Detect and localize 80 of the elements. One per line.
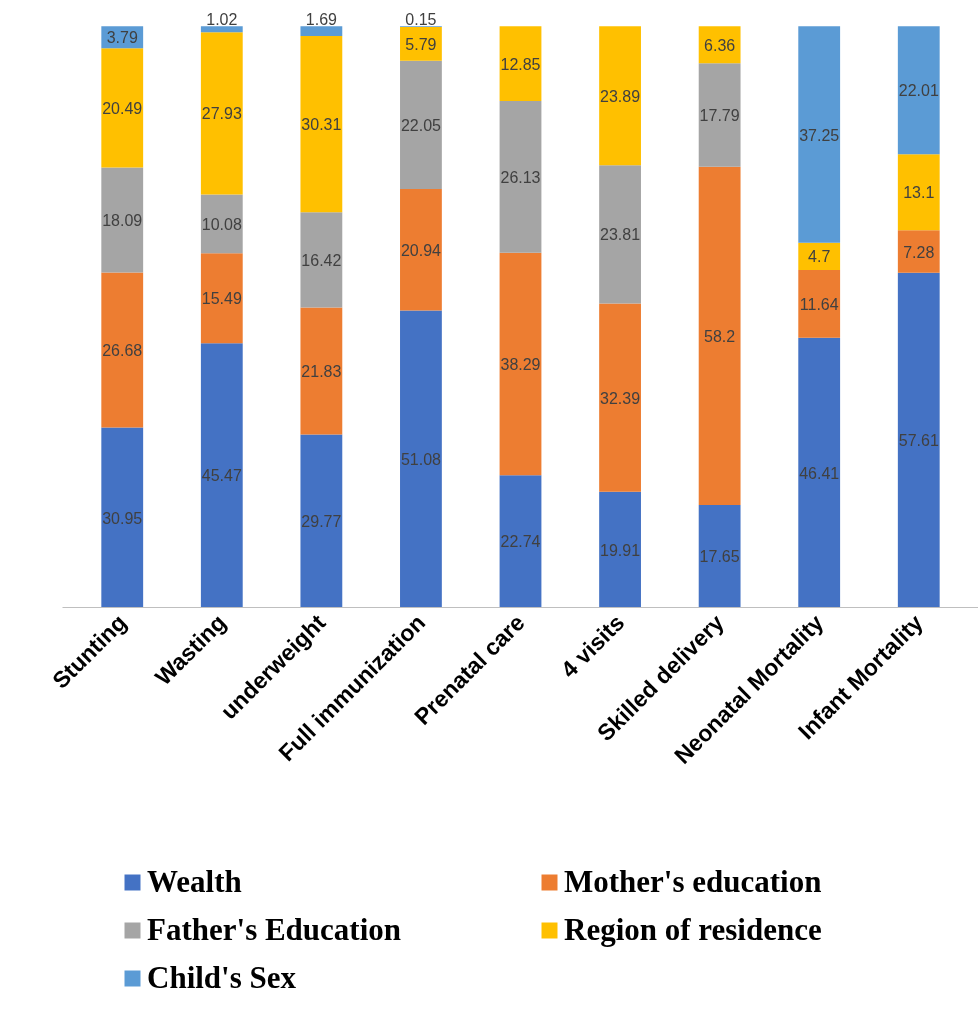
bar bbox=[798, 270, 841, 338]
data-label: 11.64 bbox=[799, 295, 839, 313]
legend-label: Father's Education bbox=[147, 912, 403, 948]
bar bbox=[400, 188, 442, 311]
bar bbox=[400, 310, 442, 608]
bar bbox=[798, 337, 841, 608]
data-label: 22.74 bbox=[500, 533, 541, 551]
data-label: 38.29 bbox=[500, 356, 541, 374]
data-label: 30.31 bbox=[301, 116, 342, 134]
data-label: 37.25 bbox=[799, 126, 840, 144]
data-label: 22.05 bbox=[400, 116, 442, 134]
legend-label: Region of residence bbox=[564, 912, 823, 948]
data-label: 23.89 bbox=[600, 87, 641, 105]
bar bbox=[798, 26, 841, 243]
data-label: 1.69 bbox=[305, 11, 338, 29]
bar bbox=[200, 253, 243, 344]
data-label: 22.01 bbox=[898, 82, 939, 100]
bar bbox=[300, 36, 343, 213]
legend-label: Mother's education bbox=[564, 864, 823, 900]
data-label: 10.08 bbox=[201, 215, 242, 233]
bar bbox=[698, 504, 741, 608]
bar bbox=[101, 272, 144, 428]
data-label: 12.85 bbox=[500, 55, 541, 73]
data-label: 30.95 bbox=[102, 509, 143, 527]
bar bbox=[101, 167, 144, 273]
data-label: 5.79 bbox=[405, 35, 437, 53]
bar bbox=[499, 100, 542, 253]
data-label: 21.83 bbox=[301, 363, 342, 381]
bar bbox=[599, 491, 641, 608]
bar bbox=[300, 212, 343, 308]
bar bbox=[499, 475, 542, 608]
data-label: 7.28 bbox=[903, 243, 935, 261]
bar bbox=[101, 427, 144, 608]
data-label: 29.77 bbox=[301, 512, 342, 530]
data-label: 1.02 bbox=[206, 11, 238, 29]
bar bbox=[300, 434, 343, 608]
data-label: 45.47 bbox=[201, 467, 242, 485]
data-label: 32.39 bbox=[600, 389, 641, 407]
data-label: 51.08 bbox=[400, 451, 442, 469]
bar bbox=[599, 165, 641, 304]
data-label: 46.41 bbox=[799, 464, 840, 482]
data-label: 16.42 bbox=[301, 251, 342, 269]
bar bbox=[101, 48, 144, 168]
bar bbox=[897, 26, 940, 155]
bar bbox=[599, 303, 641, 492]
data-label: 27.93 bbox=[201, 105, 242, 123]
bar bbox=[897, 230, 940, 273]
bar bbox=[499, 252, 542, 476]
bar bbox=[499, 26, 542, 101]
data-label: 0.15 bbox=[405, 11, 437, 29]
data-label: 18.09 bbox=[102, 211, 143, 229]
data-label: 3.79 bbox=[106, 29, 138, 47]
bar bbox=[200, 32, 243, 195]
data-label: 15.49 bbox=[201, 290, 242, 308]
data-label: 26.13 bbox=[500, 168, 541, 186]
bar bbox=[698, 63, 741, 167]
legend-label: Wealth bbox=[147, 864, 243, 900]
legend-label: Child's Sex bbox=[147, 960, 298, 996]
data-label: 17.79 bbox=[699, 106, 740, 124]
data-label: 19.91 bbox=[600, 541, 641, 559]
data-label: 6.36 bbox=[704, 36, 736, 54]
bar bbox=[698, 166, 741, 505]
data-label: 13.1 bbox=[903, 184, 935, 202]
bar bbox=[400, 60, 442, 189]
bar bbox=[300, 26, 343, 36]
data-label: 4.7 bbox=[808, 248, 831, 266]
data-label: 17.65 bbox=[699, 548, 740, 566]
bar bbox=[300, 307, 343, 435]
bar bbox=[897, 272, 940, 608]
data-label: 26.68 bbox=[102, 342, 143, 360]
bar bbox=[200, 26, 243, 33]
bar bbox=[798, 242, 841, 271]
data-label: 57.61 bbox=[898, 432, 939, 450]
data-label: 58.2 bbox=[704, 327, 736, 345]
bar bbox=[599, 26, 641, 166]
data-label: 20.94 bbox=[400, 241, 442, 259]
data-label: 23.81 bbox=[600, 226, 641, 244]
data-label: 20.49 bbox=[102, 99, 143, 117]
bar bbox=[897, 154, 940, 231]
bar bbox=[200, 343, 243, 608]
